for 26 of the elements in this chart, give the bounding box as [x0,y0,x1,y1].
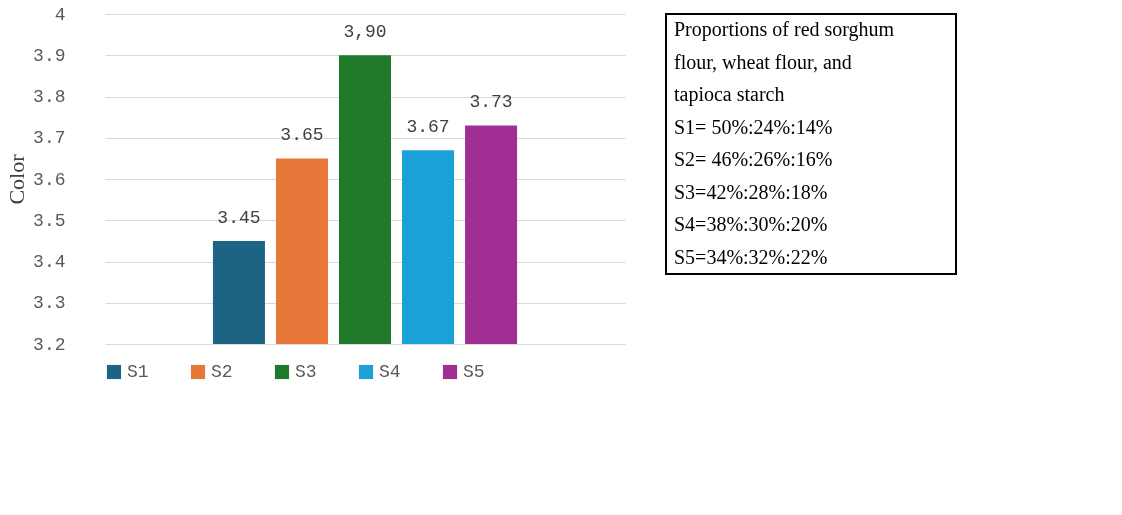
legend-label: S1 [127,362,149,382]
y-tick-label: 3.4 [33,252,66,272]
y-tick-label: 4 [54,4,66,25]
text: 3.67 [406,117,450,138]
text: 3.65 [280,125,324,146]
y-tick-label: 3.3 [33,293,66,314]
text: S5=34%:32%:22% [674,245,828,268]
y-tick-label: 3.8 [33,87,66,107]
text: S2= 46%:26%:16% [674,148,833,171]
y-tick-label: 3.2 [33,334,66,355]
y-tick-label: 3.5 [33,210,66,231]
text: 3.73 [469,92,513,113]
text: S3=42%:28%:18% [674,180,828,203]
text: S4=38%:30%:20% [674,213,828,236]
legend-label: S4 [379,362,401,382]
legend-label: S3 [295,362,317,382]
text: 3.45 [217,207,261,228]
y-axis-title: Color [4,153,30,205]
legend-label: S5 [463,362,485,382]
legend-label: S2 [211,362,233,382]
text: S1= 50%:24%:14% [674,115,833,138]
y-tick-label: 3.6 [33,169,66,190]
text: Proportions of red sorghum flour, wheat flour, and tapioca starch [674,18,895,107]
y-tick-label: 3.7 [33,128,66,149]
text: 3,90 [343,22,387,43]
y-tick-label: 3.9 [33,45,66,66]
